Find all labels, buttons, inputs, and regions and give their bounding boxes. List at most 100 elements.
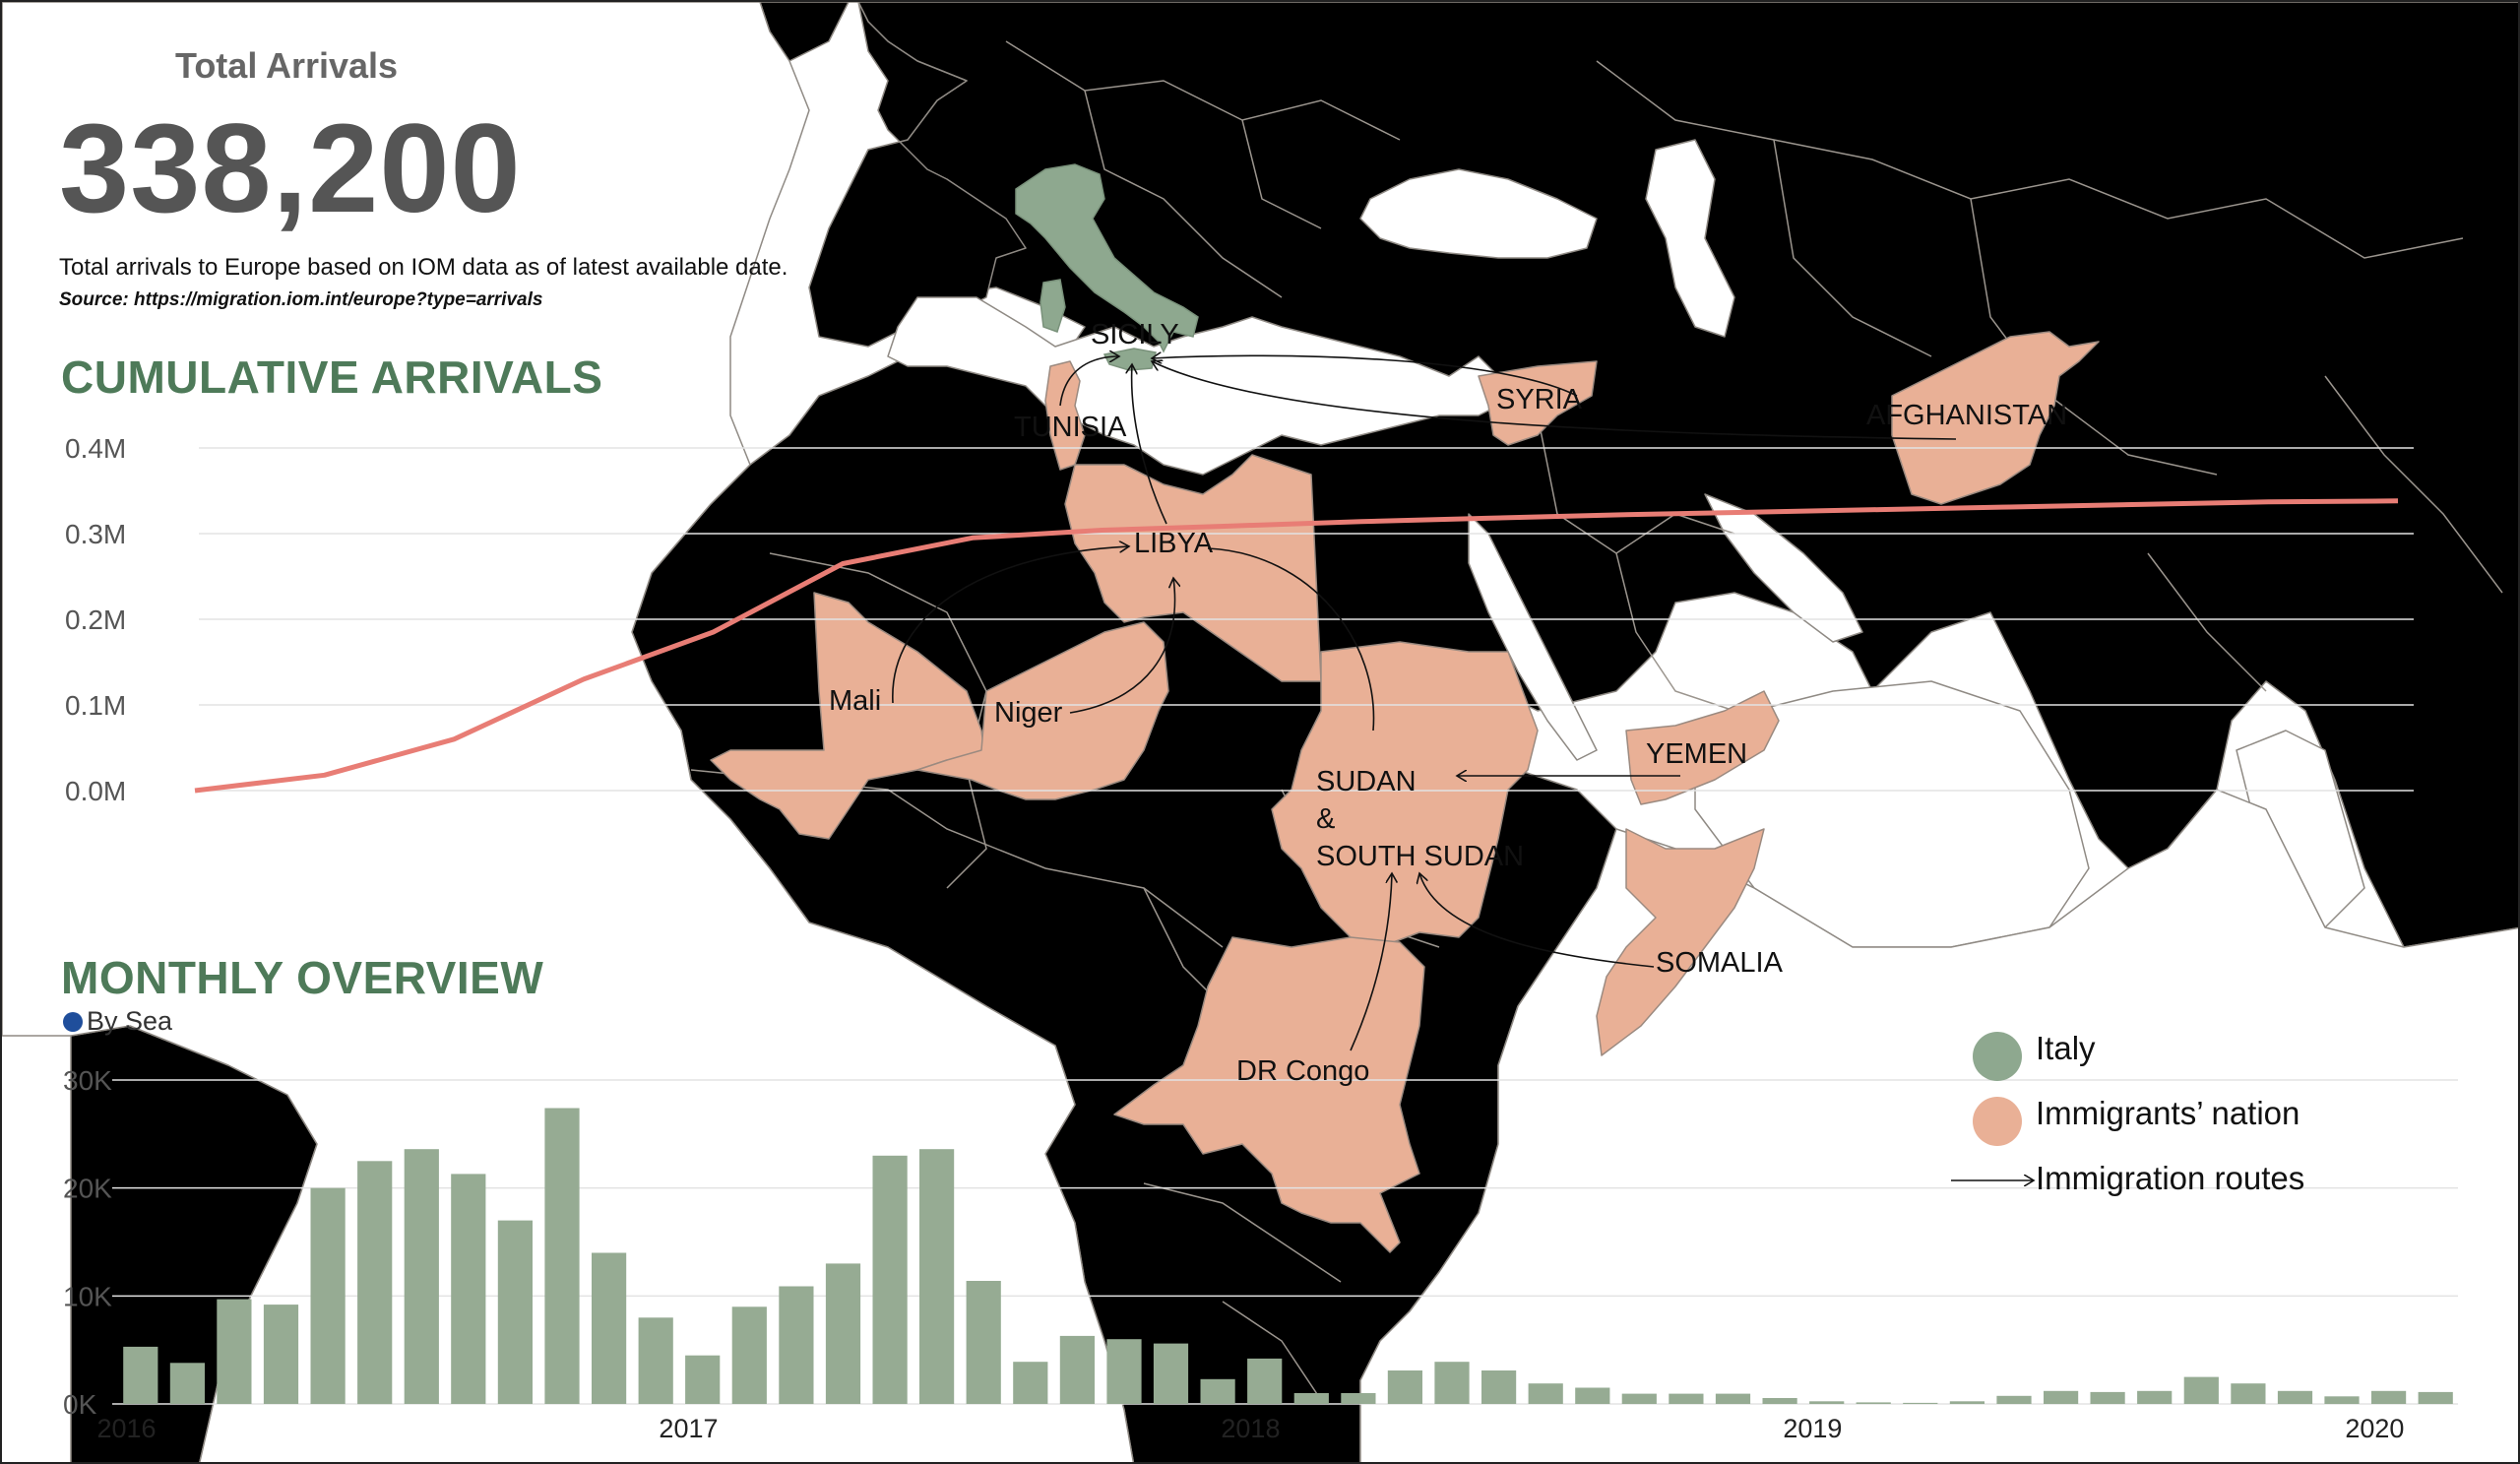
monthly-bar	[1809, 1401, 1845, 1404]
monthly-bar	[2044, 1390, 2079, 1404]
dr-congo-shape	[1113, 936, 1425, 1253]
label-sudan-line2: &	[1316, 803, 1336, 835]
cum-y-tick-label: 0.0M	[65, 776, 126, 806]
monthly-bar	[2277, 1390, 2313, 1404]
monthly-bar	[2137, 1390, 2173, 1404]
afghanistan-shape	[1891, 331, 2100, 505]
monthly-bar	[2231, 1383, 2266, 1404]
monthly-bar	[1949, 1401, 1984, 1404]
monthly-bar	[1903, 1402, 1938, 1404]
monthly-bar	[169, 1363, 205, 1404]
by-sea-label: By Sea	[87, 1006, 173, 1036]
monthly-bar	[263, 1305, 299, 1404]
label-niger: Niger	[994, 697, 1063, 729]
monthly-x-tick-label: 2016	[96, 1414, 156, 1443]
label-mali: Mali	[829, 685, 882, 717]
monthly-overview-title: MONTHLY OVERVIEW	[61, 952, 544, 1003]
label-syria: SYRIA	[1496, 384, 1583, 415]
monthly-bar	[1434, 1362, 1470, 1404]
label-sudan-line1: SUDAN	[1316, 766, 1417, 797]
monthly-bar	[1715, 1393, 1751, 1404]
somalia-shape	[1596, 828, 1765, 1056]
route-somalia-sudan	[1419, 873, 1655, 968]
route-libya-sicily	[1132, 364, 1167, 525]
monthly-x-tick-label: 2019	[1783, 1414, 1842, 1443]
monthly-bar	[1013, 1362, 1048, 1404]
monthly-bar	[1996, 1395, 2032, 1404]
label-somalia: SOMALIA	[1656, 947, 1783, 979]
monthly-bar	[1528, 1383, 1563, 1404]
by-sea-legend[interactable]: By Sea	[63, 1006, 172, 1037]
niger-shape	[916, 621, 1169, 800]
monthly-bar	[872, 1155, 908, 1404]
monthly-bar	[2183, 1376, 2219, 1404]
monthly-bar	[1621, 1393, 1657, 1404]
total-arrivals-title: Total Arrivals	[175, 45, 399, 86]
route-sudan-libya	[1207, 547, 1375, 732]
mali-shape	[710, 592, 987, 840]
route-syria-sicily	[1152, 355, 1578, 397]
monthly-bar	[2371, 1390, 2407, 1404]
label-tunisia: TUNISIA	[1014, 412, 1127, 443]
monthly-bar	[1153, 1343, 1189, 1404]
monthly-bar	[1200, 1378, 1235, 1404]
monthly-bar	[217, 1299, 252, 1404]
monthly-x-tick-label: 2018	[1221, 1414, 1280, 1443]
monthly-bar	[497, 1220, 533, 1404]
cum-y-tick-label: 0.3M	[65, 519, 126, 549]
monthly-bar	[1669, 1393, 1704, 1404]
monthly-bar	[2324, 1396, 2360, 1404]
monthly-chart: 0K 10K 20K 30K 2016 2017 2018 2019 2020	[63, 1065, 2458, 1443]
monthly-bar	[1481, 1370, 1517, 1404]
label-afghanistan: AFGHANISTAN	[1866, 400, 2068, 431]
italy-shape	[1015, 163, 1199, 353]
legend-immigrants-label: Immigrants’ nation	[2036, 1095, 2300, 1131]
monthly-bar	[1575, 1387, 1610, 1404]
total-arrivals-description: Total arrivals to Europe based on IOM da…	[59, 254, 788, 281]
label-sicily: SICILY	[1091, 319, 1179, 350]
cumulative-arrivals-title: CUMULATIVE ARRIVALS	[61, 351, 603, 403]
monthly-bar	[404, 1149, 439, 1404]
monthly-bar	[310, 1187, 346, 1404]
route-mali-libya	[892, 546, 1129, 704]
monthly-bar	[685, 1355, 721, 1404]
by-sea-dot-icon	[63, 1012, 83, 1032]
cumulative-line	[194, 498, 2399, 794]
cum-y-tick-label: 0.1M	[65, 690, 126, 721]
legend-immigrants-swatch	[1973, 1097, 2022, 1146]
tunisia-shape	[1044, 360, 1086, 471]
monthly-y-tick-label: 0K	[63, 1389, 97, 1420]
route-tunisia-sicily	[1059, 356, 1119, 407]
cum-y-tick-label: 0.4M	[65, 433, 126, 464]
legend-italy-label: Italy	[2036, 1030, 2096, 1066]
monthly-bar	[1059, 1335, 1095, 1404]
label-libya: LIBYA	[1134, 528, 1214, 559]
sudan-shape	[1271, 641, 1539, 948]
monthly-bar	[2090, 1391, 2125, 1404]
monthly-y-tick-label: 10K	[63, 1281, 112, 1311]
red-sea	[1468, 513, 1598, 761]
monthly-bar	[592, 1252, 627, 1404]
label-sudan-line3: SOUTH SUDAN	[1316, 841, 1525, 872]
monthly-bar	[123, 1346, 158, 1404]
total-arrivals-value: 338,200	[59, 98, 522, 239]
libya-shape	[1064, 454, 1322, 682]
black-sea	[1359, 168, 1598, 259]
monthly-bar	[1293, 1393, 1329, 1404]
cumulative-chart: 0.0M 0.1M 0.2M 0.3M 0.4M	[65, 433, 2414, 806]
monthly-y-tick-label: 30K	[63, 1065, 112, 1096]
legend-routes-label: Immigration routes	[2036, 1160, 2305, 1196]
legend-italy-swatch	[1973, 1032, 2022, 1081]
monthly-bar	[1387, 1370, 1422, 1404]
monthly-bar	[1762, 1398, 1797, 1404]
sardinia-shape	[1040, 279, 1066, 333]
caspian-sea	[1645, 139, 1735, 338]
monthly-bar	[825, 1263, 861, 1404]
immigration-routes	[892, 355, 2034, 1180]
cum-y-tick-label: 0.2M	[65, 605, 126, 635]
monthly-bar	[357, 1161, 393, 1405]
route-niger-libya	[1069, 578, 1175, 714]
